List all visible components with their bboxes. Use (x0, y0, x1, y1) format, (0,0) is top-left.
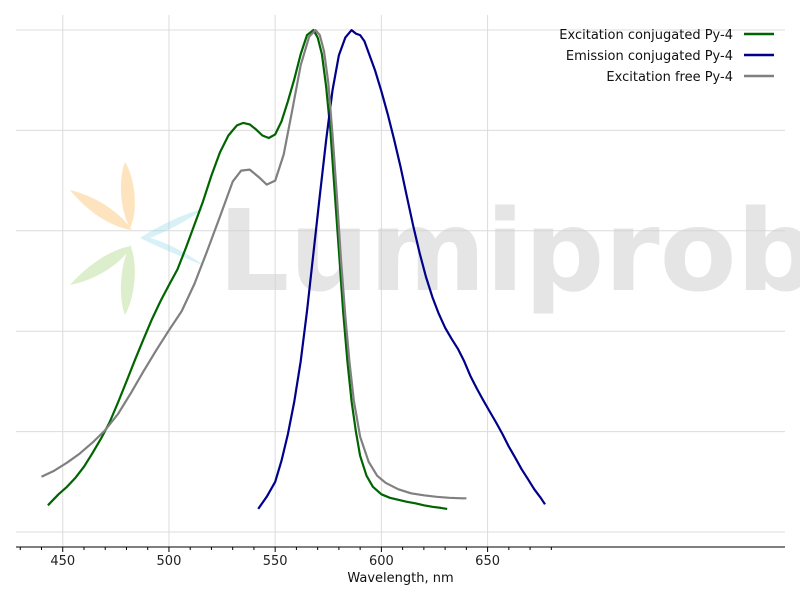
lumiprobe-logo-icon (70, 162, 205, 315)
x-axis-title: Wavelength, nm (347, 571, 453, 586)
series-line-2 (257, 29, 546, 510)
grid (16, 15, 785, 547)
series-line-1 (47, 29, 448, 510)
x-tick-label: 450 (50, 554, 75, 569)
x-tick-label: 650 (475, 554, 500, 569)
series-line-3 (41, 29, 467, 500)
x-tick-label: 600 (369, 554, 394, 569)
x-tick-label: 550 (263, 554, 288, 569)
legend-label-2: Emission conjugated Py-4 (566, 49, 733, 64)
legend: Excitation conjugated Py-4 Emission conju… (559, 28, 774, 85)
series-lines (41, 29, 546, 510)
watermark-text: Lumiprobe (218, 187, 800, 317)
x-axis: 450 500 550 600 650 (16, 546, 785, 569)
x-tick-label: 500 (157, 554, 182, 569)
legend-label-1: Excitation conjugated Py-4 (559, 28, 733, 43)
legend-label-3: Excitation free Py-4 (606, 70, 733, 85)
lumiprobe-watermark: Lumiprobe (70, 162, 800, 317)
